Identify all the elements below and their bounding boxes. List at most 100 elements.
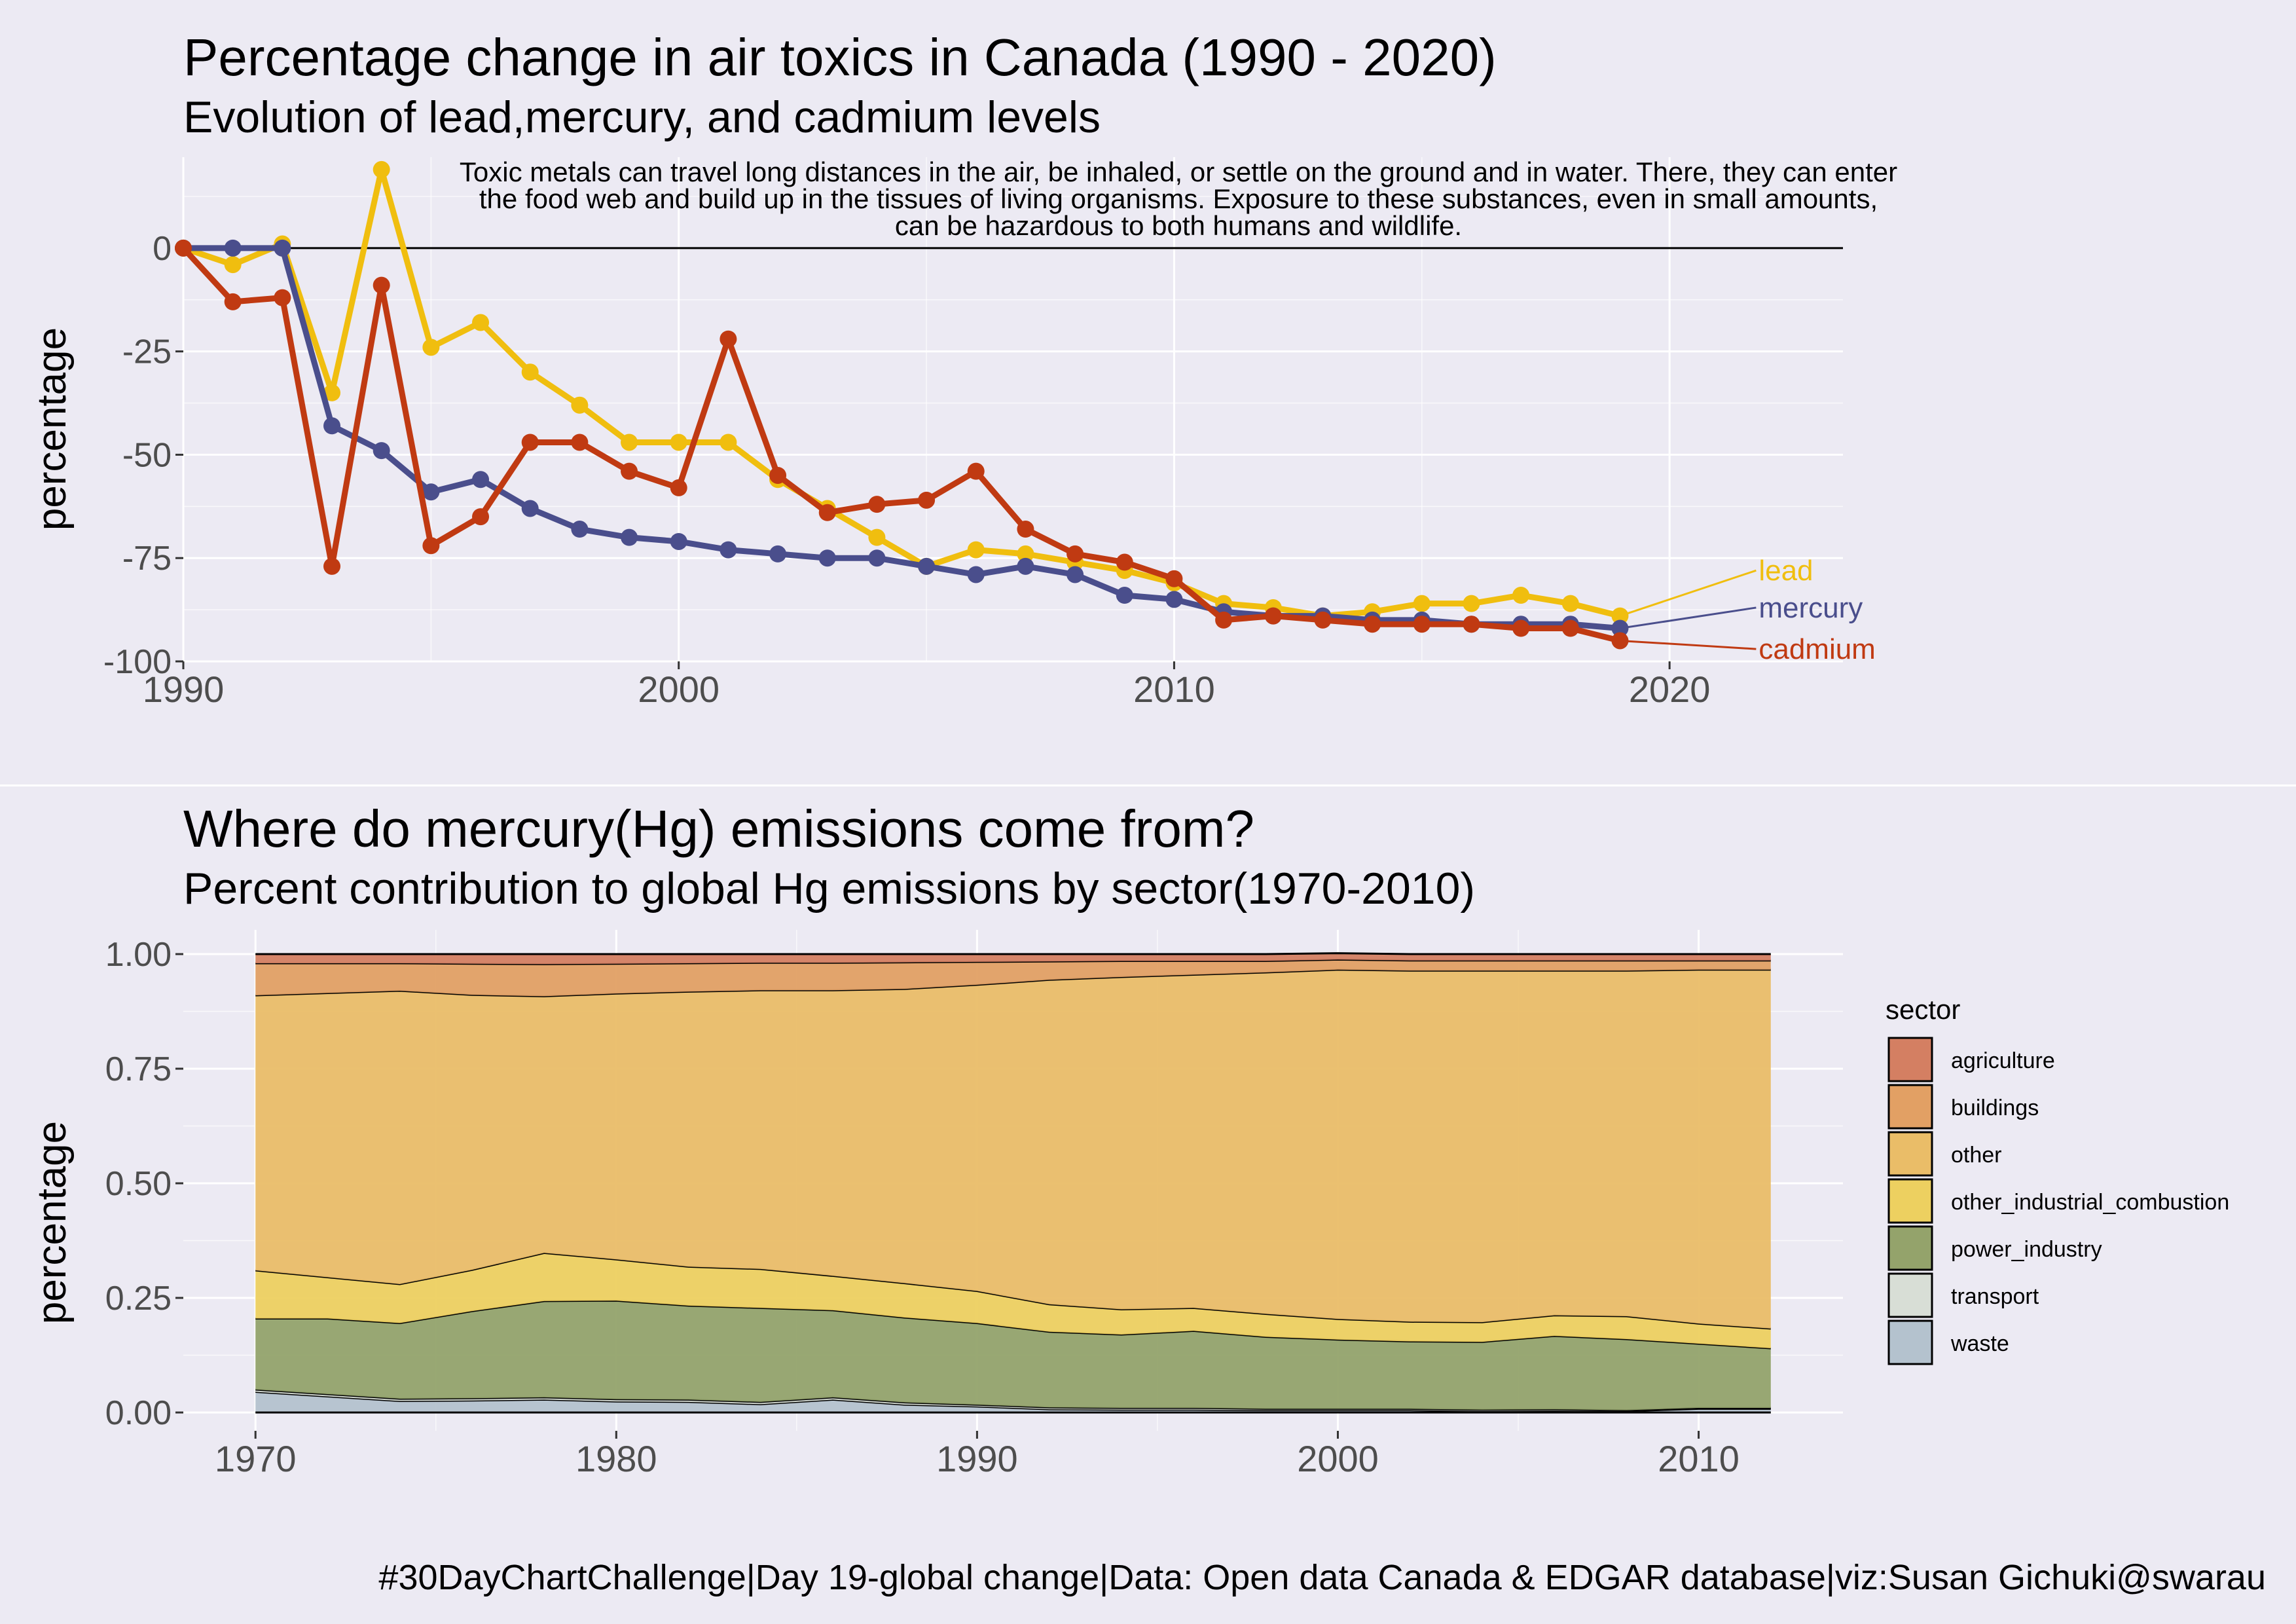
point-lead bbox=[720, 434, 737, 451]
x-tick-label: 2020 bbox=[1629, 669, 1711, 710]
point-lead bbox=[1561, 595, 1579, 612]
area-chart-subtitle: Percent contribution to global Hg emissi… bbox=[183, 864, 1476, 913]
area-waste bbox=[255, 1392, 1771, 1412]
series-label-lead: lead bbox=[1758, 555, 1813, 587]
point-cadmium bbox=[1116, 553, 1133, 571]
point-cadmium bbox=[224, 293, 242, 310]
point-cadmium bbox=[1165, 570, 1183, 587]
legend-label-power_industry: power_industry bbox=[1951, 1237, 2102, 1262]
point-cadmium bbox=[1463, 616, 1480, 633]
series-line-mercury bbox=[183, 245, 1620, 631]
point-cadmium bbox=[521, 434, 539, 451]
point-lead bbox=[571, 396, 589, 414]
line-chart-panel: Percentage change in air toxics in Canad… bbox=[0, 0, 2296, 784]
area-other bbox=[255, 969, 1771, 1329]
point-lead bbox=[1413, 595, 1430, 612]
point-cadmium bbox=[818, 504, 836, 521]
legend-key-buildings bbox=[1887, 1084, 1933, 1130]
point-mercury bbox=[918, 557, 936, 575]
legend-label-waste: waste bbox=[1950, 1331, 2009, 1356]
point-lead bbox=[967, 541, 985, 559]
point-cadmium bbox=[274, 289, 291, 306]
y-tick-label: 0.75 bbox=[105, 1050, 172, 1088]
point-lead bbox=[670, 434, 687, 451]
point-cadmium bbox=[472, 508, 490, 526]
point-mercury bbox=[670, 532, 687, 550]
point-mercury bbox=[769, 545, 787, 563]
y-tick-label: -75 bbox=[122, 540, 172, 578]
point-cadmium bbox=[571, 434, 589, 451]
point-mercury bbox=[274, 239, 291, 257]
series-label-cadmium: cadmium bbox=[1758, 633, 1876, 665]
point-cadmium bbox=[868, 496, 886, 513]
line-chart-title: Percentage change in air toxics in Canad… bbox=[183, 28, 1497, 86]
legend-label-agriculture: agriculture bbox=[1951, 1048, 2055, 1073]
area-outline-agriculture bbox=[255, 952, 1771, 955]
line-chart-subtitle: Evolution of lead,mercury, and cadmium l… bbox=[183, 92, 1101, 142]
point-mercury bbox=[521, 500, 539, 517]
legend-key-transport bbox=[1887, 1272, 1933, 1318]
y-tick-label: 1.00 bbox=[105, 936, 172, 974]
legend-label-other_industrial_combustion: other_industrial_combustion bbox=[1951, 1190, 2229, 1215]
point-mercury bbox=[621, 528, 638, 546]
point-cadmium bbox=[422, 537, 440, 555]
point-cadmium bbox=[1364, 616, 1381, 633]
point-mercury bbox=[422, 483, 440, 501]
point-lead bbox=[373, 160, 390, 178]
y-axis-label: percentage bbox=[29, 1121, 75, 1324]
legend-label-buildings: buildings bbox=[1951, 1096, 2039, 1120]
point-cadmium bbox=[1264, 607, 1282, 625]
point-mercury bbox=[224, 239, 242, 257]
point-lead bbox=[621, 434, 638, 451]
area-chart-svg: 0.00 0.25 0.50 0.75 1.00 1970 1980 1990 2000 2010… bbox=[29, 930, 2229, 1479]
series-label-mercury: mercury bbox=[1758, 592, 1863, 624]
caption: #30DayChartChallenge|Day 19-global chang… bbox=[378, 1558, 2266, 1597]
legend-label-other: other bbox=[1951, 1143, 2002, 1168]
point-mercury bbox=[967, 566, 985, 583]
label-connector-lead bbox=[1620, 569, 1757, 617]
x-tick-label: 1980 bbox=[575, 1438, 657, 1479]
point-cadmium bbox=[621, 462, 638, 480]
point-lead bbox=[422, 339, 440, 356]
point-cadmium bbox=[1066, 545, 1084, 563]
area-chart-title: Where do mercury(Hg) emissions come from… bbox=[183, 800, 1254, 858]
point-cadmium bbox=[967, 462, 985, 480]
area-outline-buildings bbox=[255, 958, 1771, 965]
area-chart-panel: Where do mercury(Hg) emissions come from… bbox=[0, 786, 2296, 1624]
series-line-cadmium bbox=[181, 246, 1621, 644]
x-tick-label: 2010 bbox=[1133, 669, 1215, 710]
point-lead bbox=[323, 384, 341, 401]
point-mercury bbox=[1066, 566, 1084, 583]
legend-key-other_industrial_combustion bbox=[1887, 1178, 1933, 1224]
point-mercury bbox=[571, 521, 589, 538]
legend-key-agriculture bbox=[1887, 1037, 1933, 1082]
point-cadmium bbox=[323, 557, 341, 575]
area-buildings bbox=[255, 959, 1771, 997]
y-tick-label: 0.00 bbox=[105, 1394, 172, 1432]
point-lead bbox=[1512, 587, 1530, 604]
point-lead bbox=[1463, 595, 1480, 612]
point-mercury bbox=[1165, 591, 1183, 608]
legend-key-power_industry bbox=[1887, 1225, 1933, 1271]
x-tick-label: 2000 bbox=[638, 669, 720, 710]
point-cadmium bbox=[1413, 616, 1430, 633]
y-tick-label: 0 bbox=[153, 230, 172, 268]
point-lead bbox=[868, 528, 886, 546]
legend-title: sector bbox=[1886, 994, 1961, 1025]
x-tick-label: 1970 bbox=[215, 1438, 297, 1479]
line-chart-annotation: Toxic metals can travel long distances i… bbox=[459, 157, 1898, 241]
point-cadmium bbox=[670, 479, 687, 496]
label-connector-cadmium bbox=[1620, 639, 1757, 650]
y-tick-label: 0.25 bbox=[105, 1280, 172, 1318]
point-cadmium bbox=[1512, 619, 1530, 637]
area-agriculture bbox=[255, 953, 1771, 965]
point-cadmium bbox=[918, 491, 936, 509]
point-mercury bbox=[720, 541, 737, 559]
point-cadmium bbox=[1215, 611, 1233, 629]
point-cadmium bbox=[1314, 611, 1332, 629]
x-tick-label: 1990 bbox=[143, 669, 225, 710]
panel-divider bbox=[0, 784, 2296, 786]
legend-key-other bbox=[1887, 1131, 1933, 1177]
y-tick-label: 0.50 bbox=[105, 1165, 172, 1203]
